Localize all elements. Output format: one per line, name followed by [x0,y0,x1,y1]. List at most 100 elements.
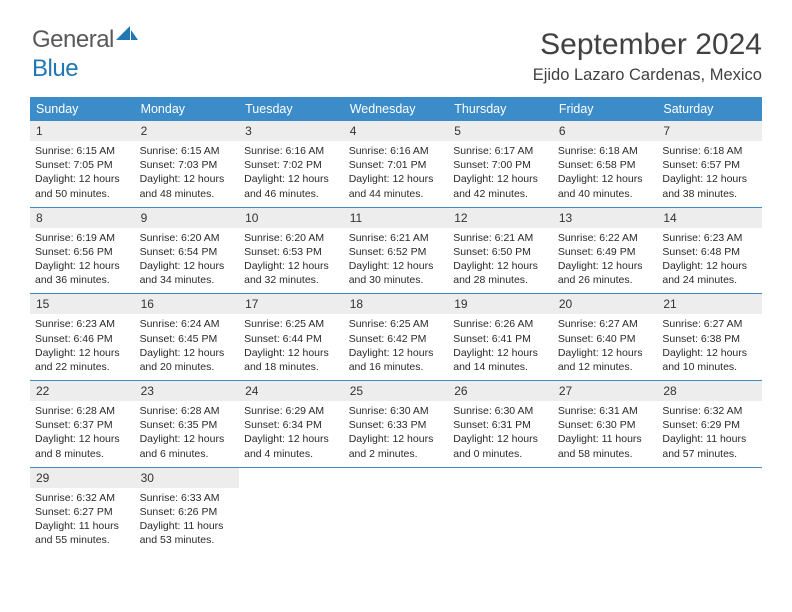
day-number: 19 [448,294,553,314]
calendar-week-row: 8Sunrise: 6:19 AMSunset: 6:56 PMDaylight… [30,207,762,294]
day-number: 20 [553,294,658,314]
calendar-day-cell: 30Sunrise: 6:33 AMSunset: 6:26 PMDayligh… [135,467,240,553]
calendar-day-cell: 3Sunrise: 6:16 AMSunset: 7:02 PMDaylight… [239,121,344,207]
day-details: Sunrise: 6:20 AMSunset: 6:53 PMDaylight:… [239,228,344,294]
day-details: Sunrise: 6:27 AMSunset: 6:38 PMDaylight:… [657,314,762,380]
logo-sail-icon [116,23,138,51]
day-number: 27 [553,381,658,401]
logo: General Blue [32,26,138,83]
calendar-day-cell: 17Sunrise: 6:25 AMSunset: 6:44 PMDayligh… [239,294,344,381]
day-details: Sunrise: 6:21 AMSunset: 6:52 PMDaylight:… [344,228,449,294]
day-details: Sunrise: 6:28 AMSunset: 6:37 PMDaylight:… [30,401,135,467]
day-details: Sunrise: 6:16 AMSunset: 7:02 PMDaylight:… [239,141,344,207]
calendar-day-cell: 4Sunrise: 6:16 AMSunset: 7:01 PMDaylight… [344,121,449,207]
calendar-day-cell: 28Sunrise: 6:32 AMSunset: 6:29 PMDayligh… [657,381,762,468]
day-number: 15 [30,294,135,314]
day-number: 12 [448,208,553,228]
calendar-day-cell: 14Sunrise: 6:23 AMSunset: 6:48 PMDayligh… [657,207,762,294]
day-details: Sunrise: 6:32 AMSunset: 6:27 PMDaylight:… [30,488,135,554]
day-details: Sunrise: 6:26 AMSunset: 6:41 PMDaylight:… [448,314,553,380]
logo-word2: Blue [32,55,78,82]
calendar-week-row: 22Sunrise: 6:28 AMSunset: 6:37 PMDayligh… [30,381,762,468]
day-number: 22 [30,381,135,401]
calendar-day-cell: 9Sunrise: 6:20 AMSunset: 6:54 PMDaylight… [135,207,240,294]
calendar-day-cell: 23Sunrise: 6:28 AMSunset: 6:35 PMDayligh… [135,381,240,468]
day-number: 23 [135,381,240,401]
day-details: Sunrise: 6:18 AMSunset: 6:58 PMDaylight:… [553,141,658,207]
calendar-day-cell: 6Sunrise: 6:18 AMSunset: 6:58 PMDaylight… [553,121,658,207]
calendar-day-cell: 26Sunrise: 6:30 AMSunset: 6:31 PMDayligh… [448,381,553,468]
day-details: Sunrise: 6:21 AMSunset: 6:50 PMDaylight:… [448,228,553,294]
calendar-day-cell: 29Sunrise: 6:32 AMSunset: 6:27 PMDayligh… [30,467,135,553]
day-number: 29 [30,468,135,488]
day-number: 26 [448,381,553,401]
weekday-thursday: Thursday [448,97,553,121]
day-number: 4 [344,121,449,141]
calendar-day-cell: 10Sunrise: 6:20 AMSunset: 6:53 PMDayligh… [239,207,344,294]
day-details: Sunrise: 6:15 AMSunset: 7:05 PMDaylight:… [30,141,135,207]
calendar-day-cell: 25Sunrise: 6:30 AMSunset: 6:33 PMDayligh… [344,381,449,468]
location: Ejido Lazaro Cardenas, Mexico [30,66,762,85]
calendar-week-row: 15Sunrise: 6:23 AMSunset: 6:46 PMDayligh… [30,294,762,381]
day-details: Sunrise: 6:30 AMSunset: 6:31 PMDaylight:… [448,401,553,467]
calendar-day-cell: 11Sunrise: 6:21 AMSunset: 6:52 PMDayligh… [344,207,449,294]
day-details: Sunrise: 6:29 AMSunset: 6:34 PMDaylight:… [239,401,344,467]
calendar-day-cell: 13Sunrise: 6:22 AMSunset: 6:49 PMDayligh… [553,207,658,294]
calendar-day-cell: 5Sunrise: 6:17 AMSunset: 7:00 PMDaylight… [448,121,553,207]
calendar-week-row: 29Sunrise: 6:32 AMSunset: 6:27 PMDayligh… [30,467,762,553]
weekday-saturday: Saturday [657,97,762,121]
day-details: Sunrise: 6:25 AMSunset: 6:42 PMDaylight:… [344,314,449,380]
day-number: 13 [553,208,658,228]
day-number: 10 [239,208,344,228]
calendar-day-cell: 24Sunrise: 6:29 AMSunset: 6:34 PMDayligh… [239,381,344,468]
day-number: 8 [30,208,135,228]
calendar-day-cell: 16Sunrise: 6:24 AMSunset: 6:45 PMDayligh… [135,294,240,381]
day-number: 14 [657,208,762,228]
day-details: Sunrise: 6:20 AMSunset: 6:54 PMDaylight:… [135,228,240,294]
day-details: Sunrise: 6:23 AMSunset: 6:48 PMDaylight:… [657,228,762,294]
calendar-day-cell [239,467,344,553]
day-details: Sunrise: 6:18 AMSunset: 6:57 PMDaylight:… [657,141,762,207]
day-number: 30 [135,468,240,488]
day-details: Sunrise: 6:22 AMSunset: 6:49 PMDaylight:… [553,228,658,294]
calendar-day-cell: 20Sunrise: 6:27 AMSunset: 6:40 PMDayligh… [553,294,658,381]
calendar-day-cell [553,467,658,553]
calendar-day-cell: 15Sunrise: 6:23 AMSunset: 6:46 PMDayligh… [30,294,135,381]
day-details: Sunrise: 6:19 AMSunset: 6:56 PMDaylight:… [30,228,135,294]
weekday-sunday: Sunday [30,97,135,121]
calendar-table: Sunday Monday Tuesday Wednesday Thursday… [30,97,762,553]
calendar-day-cell: 7Sunrise: 6:18 AMSunset: 6:57 PMDaylight… [657,121,762,207]
day-details: Sunrise: 6:23 AMSunset: 6:46 PMDaylight:… [30,314,135,380]
calendar-day-cell: 22Sunrise: 6:28 AMSunset: 6:37 PMDayligh… [30,381,135,468]
calendar-day-cell: 12Sunrise: 6:21 AMSunset: 6:50 PMDayligh… [448,207,553,294]
day-number: 11 [344,208,449,228]
day-number: 2 [135,121,240,141]
calendar-day-cell [657,467,762,553]
weekday-header-row: Sunday Monday Tuesday Wednesday Thursday… [30,97,762,121]
calendar-day-cell: 27Sunrise: 6:31 AMSunset: 6:30 PMDayligh… [553,381,658,468]
weekday-tuesday: Tuesday [239,97,344,121]
day-number: 16 [135,294,240,314]
day-number: 18 [344,294,449,314]
day-number: 7 [657,121,762,141]
day-details: Sunrise: 6:15 AMSunset: 7:03 PMDaylight:… [135,141,240,207]
weekday-monday: Monday [135,97,240,121]
day-details: Sunrise: 6:30 AMSunset: 6:33 PMDaylight:… [344,401,449,467]
calendar-day-cell: 18Sunrise: 6:25 AMSunset: 6:42 PMDayligh… [344,294,449,381]
day-number: 24 [239,381,344,401]
calendar-day-cell [344,467,449,553]
day-details: Sunrise: 6:32 AMSunset: 6:29 PMDaylight:… [657,401,762,467]
day-details: Sunrise: 6:17 AMSunset: 7:00 PMDaylight:… [448,141,553,207]
calendar-week-row: 1Sunrise: 6:15 AMSunset: 7:05 PMDaylight… [30,121,762,207]
calendar-day-cell: 2Sunrise: 6:15 AMSunset: 7:03 PMDaylight… [135,121,240,207]
day-details: Sunrise: 6:24 AMSunset: 6:45 PMDaylight:… [135,314,240,380]
day-number: 9 [135,208,240,228]
month-title: September 2024 [30,28,762,62]
calendar-day-cell: 21Sunrise: 6:27 AMSunset: 6:38 PMDayligh… [657,294,762,381]
calendar-day-cell: 1Sunrise: 6:15 AMSunset: 7:05 PMDaylight… [30,121,135,207]
day-number: 28 [657,381,762,401]
day-details: Sunrise: 6:25 AMSunset: 6:44 PMDaylight:… [239,314,344,380]
calendar-day-cell: 8Sunrise: 6:19 AMSunset: 6:56 PMDaylight… [30,207,135,294]
day-details: Sunrise: 6:28 AMSunset: 6:35 PMDaylight:… [135,401,240,467]
logo-word1: General [32,26,114,53]
